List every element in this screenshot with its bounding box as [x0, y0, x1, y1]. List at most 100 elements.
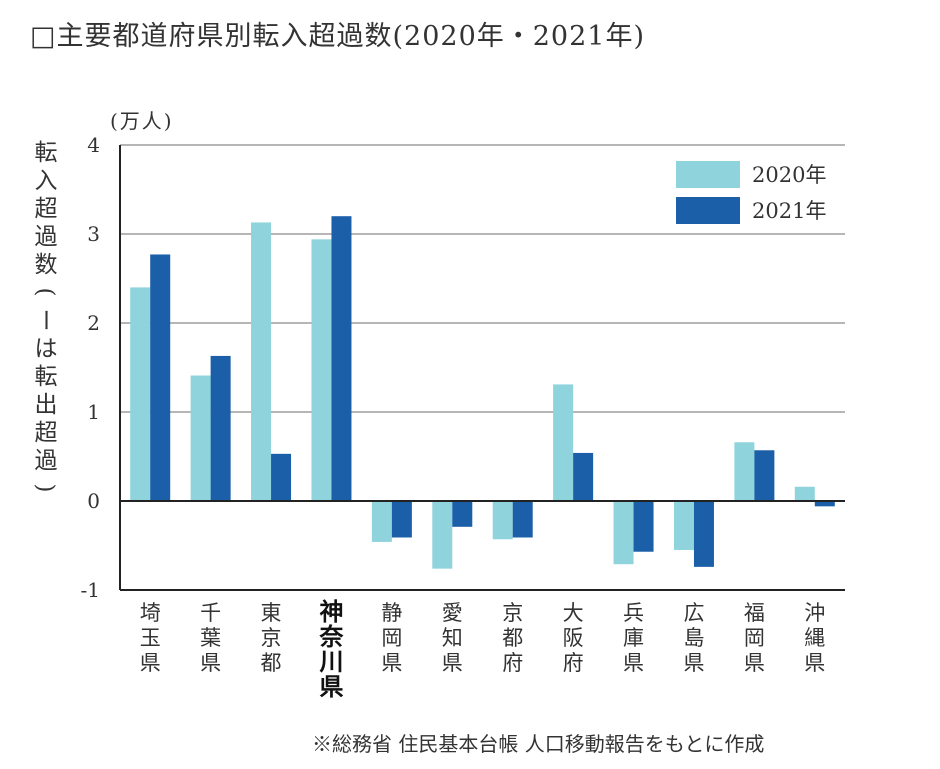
bar-2021	[693, 501, 714, 567]
x-category-char: 京	[261, 626, 282, 650]
bar-2021	[271, 453, 292, 501]
x-category-char: 岡	[381, 626, 402, 650]
x-category-label: 福岡県	[744, 601, 765, 675]
x-category-char: 玉	[140, 626, 161, 650]
bar-2020	[673, 501, 694, 550]
bar-2020	[613, 501, 634, 565]
x-category-label: 埼玉県	[140, 601, 161, 675]
bar-2020	[311, 239, 332, 501]
x-category-label: 愛知県	[442, 601, 463, 675]
y-axis-label-char: 超	[35, 196, 58, 222]
x-category-label: 沖縄県	[804, 601, 825, 675]
x-category-char: 東	[261, 601, 282, 625]
x-category-char: 広	[683, 601, 704, 625]
x-category-char: 県	[140, 651, 161, 675]
x-category-label: 兵庫県	[623, 601, 644, 675]
labels: -101234埼玉県千葉県東京都神奈川県静岡県愛知県京都府大阪府兵庫県広島県福岡…	[32, 109, 825, 701]
bar-2020	[734, 442, 755, 501]
y-axis-label-char: 転	[35, 364, 58, 390]
x-category-char: 都	[261, 651, 282, 675]
axes	[119, 145, 845, 591]
chart-title: □主要都道府県別転入超過数(2020年・2021年)	[30, 21, 646, 52]
legend-label: 2020年	[752, 163, 826, 187]
y-axis-label-char: 過	[35, 448, 58, 474]
x-category-char: 県	[804, 651, 825, 675]
gridlines	[120, 144, 845, 413]
x-category-label: 千葉県	[200, 601, 221, 675]
bar-2020	[432, 501, 453, 569]
x-category-char: 知	[442, 626, 463, 650]
bar-2021	[331, 216, 352, 501]
bar-2021	[633, 501, 654, 552]
y-axis-label-char: 入	[35, 168, 58, 194]
legend-swatch-2021	[676, 197, 740, 224]
bar-2021	[512, 501, 533, 538]
x-category-char: 島	[683, 626, 704, 650]
y-axis-label-char: 超	[35, 420, 58, 446]
source-note: ※総務省 住民基本台帳 人口移動報告をもとに作成	[312, 732, 765, 756]
x-category-label: 大阪府	[563, 601, 584, 675]
y-axis-label-char: )	[32, 484, 58, 493]
y-axis-label-char: は	[35, 336, 58, 362]
x-category-char: 県	[381, 651, 402, 675]
x-category-char: 県	[683, 651, 704, 675]
x-category-char: 県	[319, 673, 343, 701]
x-category-char: 県	[200, 651, 221, 675]
x-category-char: 大	[563, 601, 584, 625]
x-category-char: 縄	[804, 626, 825, 650]
x-category-char: 神	[319, 598, 343, 626]
x-category-char: 沖	[804, 601, 825, 625]
bar-2020	[553, 384, 574, 501]
x-category-char: 埼	[140, 601, 161, 625]
x-category-char: 県	[623, 651, 644, 675]
bar-2021	[150, 254, 171, 501]
y-tick-label: 3	[87, 222, 100, 246]
x-category-char: 川	[319, 648, 343, 676]
x-category-label: 東京都	[261, 601, 282, 675]
bar-2021	[754, 450, 775, 501]
x-category-char: 千	[200, 601, 221, 625]
bar-2020	[251, 222, 272, 501]
y-axis-label-char: 過	[35, 224, 58, 250]
x-category-char: 都	[502, 626, 523, 650]
x-category-char: 兵	[623, 601, 644, 625]
x-category-char: 葉	[200, 626, 221, 650]
bar-2021	[814, 501, 835, 507]
x-category-char: 阪	[563, 626, 584, 650]
x-category-char: 県	[744, 651, 765, 675]
x-category-char: 京	[502, 601, 523, 625]
bars	[130, 216, 835, 569]
x-category-char: 府	[502, 651, 523, 675]
y-tick-label: 2	[87, 311, 100, 335]
x-category-char: 奈	[318, 623, 344, 651]
y-tick-label: 0	[87, 489, 100, 513]
x-category-char: 県	[442, 651, 463, 675]
y-axis-label-char: ー	[32, 309, 58, 332]
bar-2020	[371, 501, 392, 542]
bar-2020	[130, 287, 151, 501]
x-category-char: 府	[563, 651, 584, 675]
bar-2021	[573, 452, 594, 501]
bar-2021	[452, 501, 473, 527]
x-category-char: 愛	[442, 601, 463, 625]
y-tick-label: 1	[87, 400, 100, 424]
bar-2020	[492, 501, 513, 540]
bar-2021	[391, 501, 412, 538]
x-category-char: 静	[381, 601, 402, 625]
bar-2020	[190, 375, 211, 501]
x-category-label: 広島県	[683, 601, 704, 675]
y-axis-label-char: 出	[35, 392, 58, 418]
y-axis-label-char: 数	[35, 252, 58, 278]
legend: 2020年 2021年	[676, 161, 826, 224]
x-category-label: 京都府	[502, 601, 523, 675]
y-axis-label-char: 転	[35, 140, 58, 166]
x-category-char: 岡	[744, 626, 765, 650]
y-tick-label: 4	[87, 133, 100, 157]
bar-2020	[794, 486, 815, 501]
y-tick-label: -1	[81, 578, 100, 602]
legend-swatch-2020	[676, 161, 740, 188]
x-category-char: 福	[744, 601, 765, 625]
